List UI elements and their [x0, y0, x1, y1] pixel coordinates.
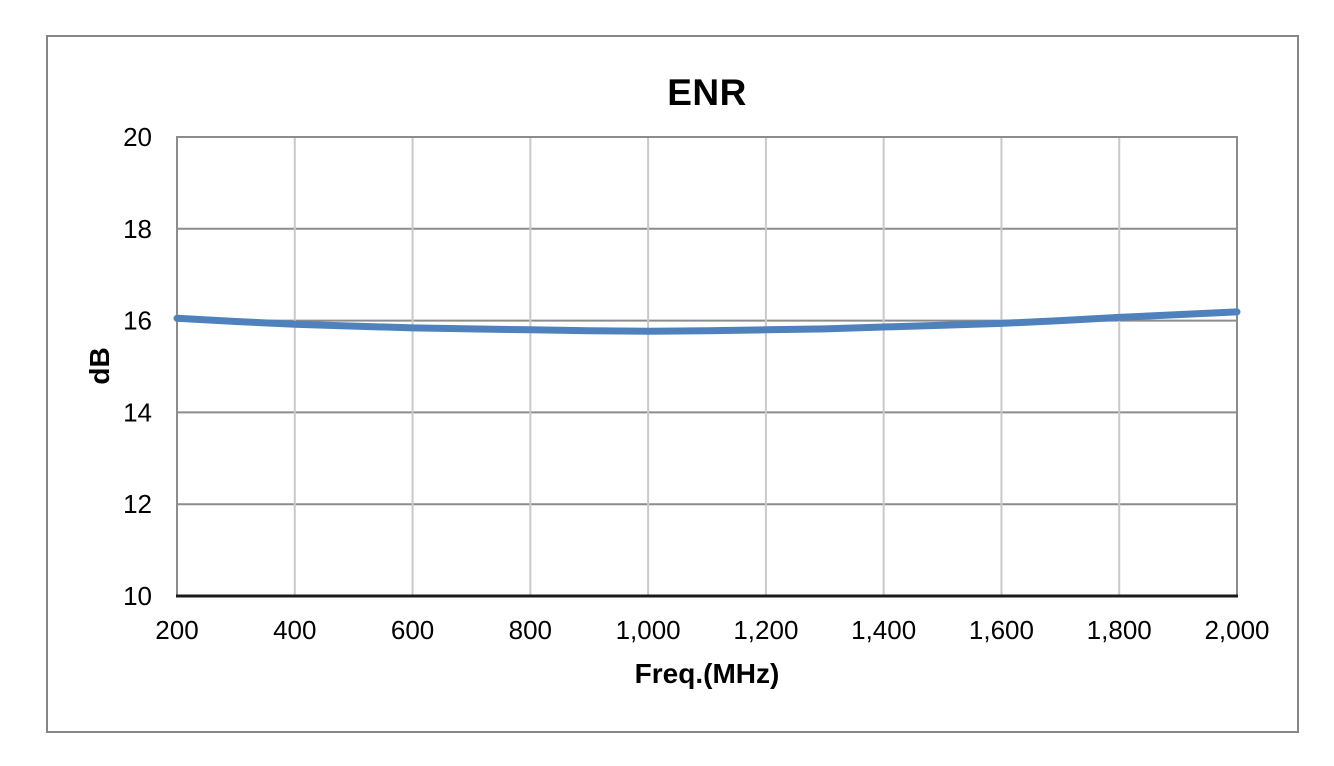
plot-border: [176, 136, 1238, 597]
x-tick-label: 800: [509, 615, 552, 645]
y-tick-label: 10: [123, 581, 152, 611]
y-tick-label: 12: [123, 489, 152, 519]
x-tick-label: 1,400: [851, 615, 916, 645]
x-tick-label: 1,000: [616, 615, 681, 645]
x-tick-label: 1,200: [733, 615, 798, 645]
x-tick-label: 600: [391, 615, 434, 645]
y-tick-label: 18: [123, 214, 152, 244]
x-tick-label: 200: [155, 615, 198, 645]
x-axis-title: Freq.(MHz): [634, 658, 780, 689]
y-tick-label: 14: [123, 397, 152, 427]
x-tick-label: 400: [273, 615, 316, 645]
x-tick-label: 1,600: [969, 615, 1034, 645]
x-tick-label: 1,800: [1087, 615, 1152, 645]
y-tick-label: 20: [123, 122, 152, 152]
x-tick-label: 2,000: [1204, 615, 1269, 645]
chart-outer-frame: [46, 35, 1299, 733]
series-line-enr: [173, 308, 1241, 335]
y-tick-label: 16: [123, 306, 152, 336]
chart-title: ENR: [667, 72, 747, 113]
